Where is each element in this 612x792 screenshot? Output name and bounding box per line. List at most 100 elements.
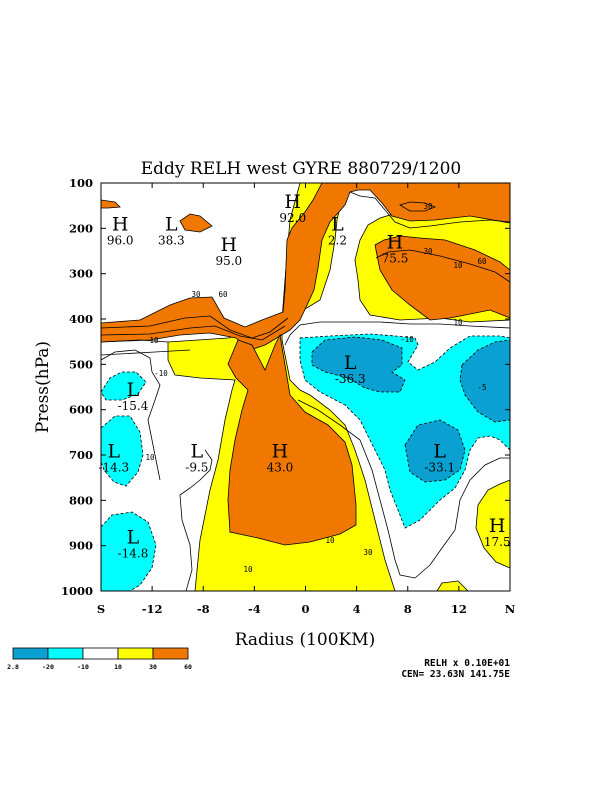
extremum-value: -14.8: [118, 546, 149, 560]
y-axis-ticks: 100 200 300 400 500 600 700 800 900 1000: [61, 176, 510, 598]
y-tick-label: 300: [69, 267, 93, 281]
cyan-region-west-lower: [101, 415, 144, 487]
colorbar-label: 10: [114, 663, 122, 671]
contour-label: -5: [477, 383, 486, 392]
extremum-kind: H: [284, 191, 301, 213]
extremum-value: 75.5: [382, 252, 409, 266]
colorbar-label: -10: [77, 663, 89, 671]
contour-line-8: [101, 315, 289, 339]
contour-line-9: [101, 325, 286, 341]
extremum-value: 92.0: [279, 211, 306, 225]
extremum-value: 43.0: [267, 460, 294, 474]
contour-label: 10: [453, 261, 463, 270]
extremum-kind: L: [191, 440, 204, 462]
x-tick-label: S: [97, 602, 105, 616]
contour-line-3: [179, 449, 213, 591]
contour-label: 30: [191, 290, 201, 299]
blue-region-lower: [404, 419, 466, 483]
extremum-kind: L: [165, 214, 178, 236]
field-label: RELH x 0.10E+01: [424, 658, 510, 669]
contour-label: 10: [145, 453, 155, 462]
x-tick-label: 8: [404, 602, 412, 616]
x-tick-label: -12: [142, 602, 163, 616]
colorbar-label: 2.8: [7, 663, 19, 671]
x-tick-label: -8: [197, 602, 210, 616]
blue-region-east: [459, 339, 510, 423]
extremum-value: 96.0: [107, 234, 134, 248]
colorbar-swatch: [12, 647, 49, 660]
contour-labels: 10 30 60 -10 -5 10 30 60 10 30 -10 30 10 10 10: [145, 202, 487, 574]
contour-line-10: [399, 201, 437, 212]
contour-label: 60: [477, 257, 487, 266]
extremum-kind: L: [127, 379, 140, 401]
yellow-region-bottom-right: [436, 580, 469, 591]
x-tick-label: -4: [248, 602, 261, 616]
orange-ridge-north: [101, 183, 510, 351]
yellow-region-east-lower: [475, 479, 510, 569]
contour-label: 10: [243, 565, 253, 574]
colorbar: 2.8 -20 -10 10 30 60: [7, 647, 192, 671]
y-tick-label: 100: [69, 176, 93, 190]
x-axis-ticks: S -12 -8 -4 0 4 8 12 N: [97, 183, 516, 616]
contour-line-2: [101, 349, 161, 481]
x-tick-label: N: [505, 602, 516, 616]
y-tick-label: 200: [69, 221, 93, 235]
x-tick-label: 4: [353, 602, 361, 616]
extremum-value: -36.3: [335, 372, 366, 386]
x-tick-label: 12: [451, 602, 467, 616]
x-axis-label: Radius (100KM): [235, 630, 376, 650]
colorbar-swatch: [152, 647, 189, 660]
contour-line-6: [349, 191, 510, 229]
colorbar-swatch: [47, 647, 84, 660]
contour-label: 30: [423, 202, 433, 211]
contour-line-11: [101, 349, 191, 356]
center-label: CEN= 23.63N 141.75E: [401, 669, 510, 680]
extremum-value: 95.0: [215, 254, 242, 268]
band-30-to-60: [101, 183, 510, 546]
extremum-kind: L: [331, 214, 344, 236]
extremum-kind: H: [489, 515, 506, 537]
extremum-kind: L: [107, 440, 120, 462]
blue-region-center: [311, 336, 406, 393]
colorbar-swatch: [117, 647, 154, 660]
extremum-value: 17.5: [484, 535, 511, 549]
band-minus20-to-minus10: [101, 333, 510, 591]
extremum-value: 38.3: [158, 234, 185, 248]
y-axis-label: Press(hPa): [33, 341, 53, 433]
colorbar-swatch: [82, 647, 119, 660]
chart-title: Eddy RELH west GYRE 880729/1200: [141, 159, 462, 179]
extremum-value: -15.4: [118, 399, 149, 413]
x-tick-label: 0: [301, 602, 309, 616]
extremum-value: -14.3: [98, 460, 129, 474]
colorbar-label: 30: [149, 663, 157, 671]
orange-lobe-northeast: [374, 235, 510, 321]
extremum-kind: H: [387, 232, 404, 254]
y-tick-label: 500: [69, 357, 93, 371]
plot-area: [101, 183, 510, 591]
y-tick-label: 800: [69, 493, 93, 507]
contour-line-5: [284, 321, 510, 346]
cyan-region-east: [299, 333, 510, 529]
extremum-kind: H: [112, 214, 129, 236]
orange-blob-west: [101, 199, 121, 209]
colorbar-label: 60: [184, 663, 192, 671]
extremum-kind: H: [272, 440, 289, 462]
contour-line-4: [297, 399, 510, 579]
contour-label: 10: [453, 318, 463, 327]
y-tick-label: 900: [69, 539, 93, 553]
y-tick-label: 600: [69, 403, 93, 417]
contour-label: -10: [400, 335, 414, 344]
band-below-minus20: [311, 336, 510, 483]
contour-lines: [101, 191, 510, 591]
y-tick-label: 1000: [61, 584, 93, 598]
contour-label: 10: [149, 336, 159, 345]
extremum-kind: L: [127, 526, 140, 548]
y-tick-label: 700: [69, 448, 93, 462]
contour-line-7: [375, 249, 510, 283]
extremum-value: 2.2: [328, 234, 347, 248]
contour-label: 30: [423, 247, 433, 256]
orange-blob-top: [179, 213, 213, 233]
contour-line-1: [101, 339, 169, 343]
extremum-value: -9.5: [185, 460, 208, 474]
